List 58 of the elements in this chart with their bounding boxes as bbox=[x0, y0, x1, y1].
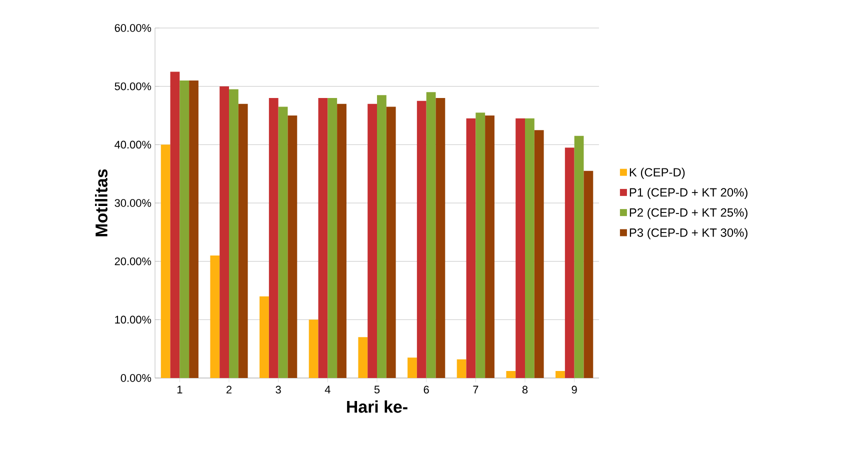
x-tick-label: 3 bbox=[276, 386, 281, 394]
x-tick-label: 2 bbox=[226, 386, 232, 394]
bar bbox=[328, 98, 338, 378]
y-tick-label: 10.00% bbox=[115, 316, 152, 324]
y-tick-label: 30.00% bbox=[114, 199, 152, 207]
bar bbox=[564, 148, 574, 378]
bar bbox=[436, 98, 446, 378]
x-tick-label: 7 bbox=[473, 386, 478, 394]
bar bbox=[189, 80, 198, 378]
bar bbox=[386, 106, 396, 378]
y-tick-label: 20.00% bbox=[114, 257, 152, 266]
legend-label: P2 (CEP-D + KT 25%) bbox=[630, 208, 748, 220]
x-tick-label: 5 bbox=[374, 386, 380, 394]
bar bbox=[556, 371, 565, 378]
bar bbox=[584, 170, 594, 378]
bar bbox=[210, 256, 220, 378]
y-tick-label: 60.00% bbox=[114, 24, 152, 32]
x-axis-title: Hari ke- bbox=[347, 400, 408, 413]
y-tick-label: 50.00% bbox=[114, 82, 152, 90]
bar bbox=[308, 320, 318, 378]
bar bbox=[358, 337, 368, 378]
bar bbox=[288, 116, 298, 378]
bar bbox=[229, 89, 238, 378]
bar bbox=[220, 86, 229, 378]
legend-label: P3 (CEP-D + KT 30%) bbox=[630, 228, 748, 240]
legend-label: K (CEP-D) bbox=[630, 168, 685, 179]
bar bbox=[485, 116, 494, 378]
y-tick-label: 0.00% bbox=[120, 374, 152, 382]
bar bbox=[525, 118, 534, 378]
bar bbox=[278, 106, 288, 378]
x-tick-label: 9 bbox=[572, 386, 577, 394]
bar bbox=[160, 144, 170, 378]
x-tick-label: 8 bbox=[522, 386, 528, 394]
bar bbox=[506, 371, 516, 378]
bar bbox=[408, 358, 417, 378]
bar bbox=[466, 118, 476, 378]
bar bbox=[268, 98, 278, 378]
bar bbox=[574, 136, 584, 378]
bar bbox=[260, 296, 269, 378]
legend-label: P1 (CEP-D + KT 20%) bbox=[630, 188, 748, 199]
bar bbox=[426, 92, 436, 378]
bar bbox=[170, 72, 180, 378]
x-tick-label: 6 bbox=[424, 386, 429, 394]
y-axis-title: Motilitas bbox=[95, 169, 108, 236]
bar bbox=[456, 359, 466, 378]
bar bbox=[238, 104, 248, 378]
bar bbox=[180, 80, 190, 378]
bar bbox=[516, 118, 525, 378]
bar bbox=[318, 98, 328, 378]
bar bbox=[377, 95, 386, 378]
bar bbox=[416, 100, 426, 378]
bar bbox=[368, 104, 377, 378]
bar bbox=[337, 104, 346, 378]
bar bbox=[476, 112, 486, 378]
y-tick-label: 40.00% bbox=[114, 140, 152, 149]
bar bbox=[534, 130, 544, 378]
x-tick-label: 4 bbox=[324, 386, 330, 394]
x-tick-label: 1 bbox=[177, 386, 182, 394]
